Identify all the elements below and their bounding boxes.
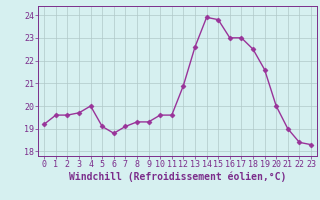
X-axis label: Windchill (Refroidissement éolien,°C): Windchill (Refroidissement éolien,°C) [69,172,286,182]
